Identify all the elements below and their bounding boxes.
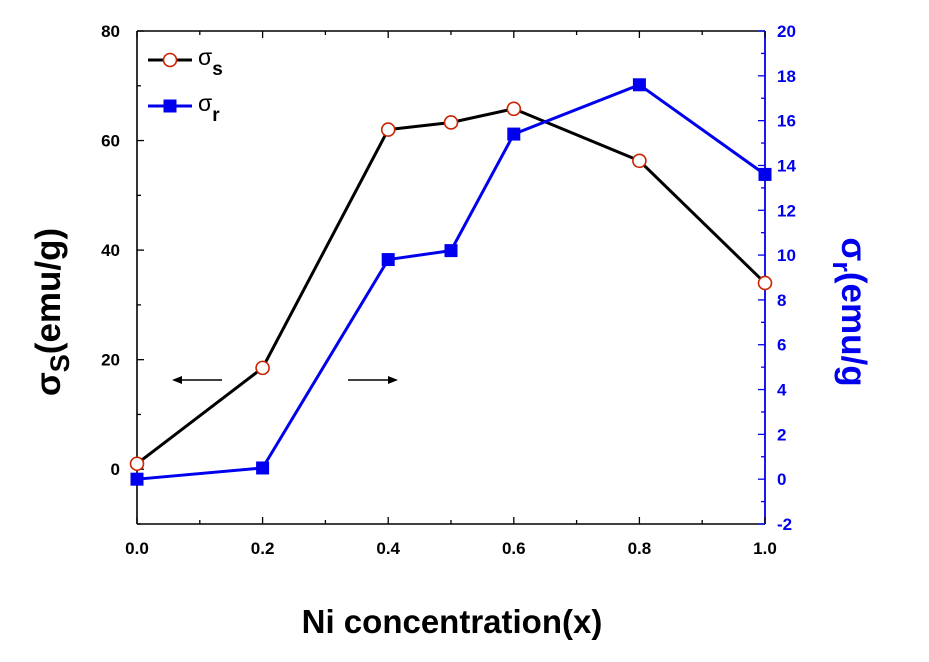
y-right-tick-label: 18	[777, 67, 796, 86]
sigma-s-point	[255, 360, 270, 376]
legend: σs σr	[148, 44, 223, 126]
y-left-tick-label: 60	[101, 132, 120, 151]
legend-label: σr	[198, 90, 220, 126]
sigma-r-point	[758, 167, 772, 181]
y-right-tick-label: 20	[777, 22, 796, 41]
y-right-tick-label: 6	[777, 336, 786, 355]
legend-marker	[163, 99, 177, 113]
y-left-tick-label: 80	[101, 22, 120, 41]
x-tick-label: 1.0	[753, 539, 777, 558]
x-tick-label: 0.4	[376, 539, 400, 558]
y-right-tick-label: 8	[777, 291, 786, 310]
arrow-left-head	[172, 376, 182, 384]
sigma-r-point	[256, 461, 270, 475]
arrow-right-head	[388, 376, 398, 384]
sigma-s-point	[506, 101, 522, 117]
sigma-r-point	[444, 244, 458, 258]
x-tick-label: 0.6	[502, 539, 526, 558]
y-left-tick-label: 40	[101, 241, 120, 260]
y-right-tick-label: 14	[777, 156, 796, 175]
y-right-tick-label: 0	[777, 470, 786, 489]
y-right-tick-label: 4	[777, 381, 787, 400]
sigma-s-point	[443, 115, 459, 130]
sigma-r-point	[507, 127, 521, 141]
y-left-tick-label: 0	[111, 460, 120, 479]
x-tick-label: 0.2	[251, 539, 275, 558]
series-sigma-s-line	[136, 107, 767, 465]
sigma-s-point	[129, 456, 145, 472]
y-left-tick-label: 20	[101, 351, 120, 370]
series-sigma-r-line	[136, 83, 766, 481]
x-axis-label: Ni concentration(x)	[302, 603, 603, 640]
sigma-r-point	[381, 253, 395, 267]
y-left-axis-label: σS(emu/g)	[29, 228, 75, 396]
sigma-r-point	[632, 78, 646, 92]
sigma-s-point	[757, 275, 773, 291]
annotations	[172, 376, 398, 384]
y-right-tick-label: 2	[777, 425, 786, 444]
y-right-tick-label: 10	[777, 246, 796, 265]
x-tick-label: 0.8	[628, 539, 652, 558]
y-right-tick-label: -2	[777, 515, 792, 534]
legend-label: σs	[198, 44, 223, 80]
series-layer	[129, 78, 773, 486]
legend-marker	[162, 52, 178, 68]
sigma-s-point	[380, 122, 396, 137]
y-right-tick-label: 12	[777, 201, 796, 220]
x-tick-label: 0.0	[125, 539, 149, 558]
sigma-r-point	[130, 472, 144, 486]
y-right-tick-label: 16	[777, 112, 796, 131]
sigma-s-point	[632, 153, 647, 169]
axis-labels: Ni concentration(x) σS(emu/g) σr(emu/g	[29, 228, 873, 640]
axes: 0.0 0.2 0.4 0.6 0.8 1.0 0 20 40 60 80 -2 0 2 4 6 8 10 12 14…	[101, 22, 796, 558]
y-right-axis-label: σr(emu/g	[827, 237, 873, 386]
